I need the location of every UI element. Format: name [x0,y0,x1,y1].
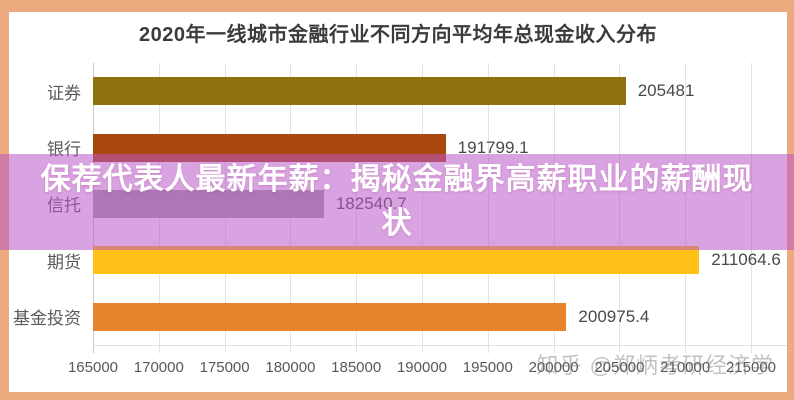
headline-line-2: 状 [381,207,413,240]
bar-track: 211064.6 [93,232,787,288]
headline-line-1: 保荐代表人最新年薪：揭秘金融界高薪职业的薪酬现 [40,163,754,196]
x-tick-label: 215000 [725,359,777,376]
bar [93,302,567,331]
x-tick-label: 165000 [67,359,119,376]
bar-row: 基金投资 200975.4 [9,289,787,345]
x-tick-label: 195000 [462,359,513,376]
value-label: 191799.1 [457,137,529,157]
chart-title: 2020年一线城市金融行业不同方向平均年总现金收入分布 [139,24,657,46]
headline-overlay-band: 保荐代表人最新年薪：揭秘金融界高薪职业的薪酬现 状 [0,154,794,250]
category-label: 期货 [47,252,81,272]
x-axis: 165000 170000 175000 180000 185000 190000 1950… [68,345,787,385]
bar [93,246,700,275]
x-tick-label: 205000 [594,359,645,376]
bar-row: 证券 205481 [9,63,787,119]
value-label: 200975.4 [578,306,650,326]
x-tick-label: 200000 [528,359,579,376]
value-label: 205481 [637,81,695,101]
bar-track: 200975.4 [93,289,787,345]
bar-row: 期货 211064.6 [9,232,787,288]
x-tick-label: 185000 [331,359,382,376]
watermark: 知乎 @郑炳考研经济学 [536,353,774,378]
x-tick-label: 175000 [199,359,250,376]
bar-track: 205481 [93,63,787,119]
bar [93,77,626,106]
x-tick-label: 180000 [265,359,316,376]
x-tick-label: 190000 [396,359,448,376]
x-tick-label: 170000 [133,359,184,376]
category-label: 证券 [47,83,81,103]
x-axis-line [93,345,787,346]
category-label: 基金投资 [13,309,81,329]
value-label: 211064.6 [711,250,781,270]
x-tick-label: 210000 [660,359,711,376]
